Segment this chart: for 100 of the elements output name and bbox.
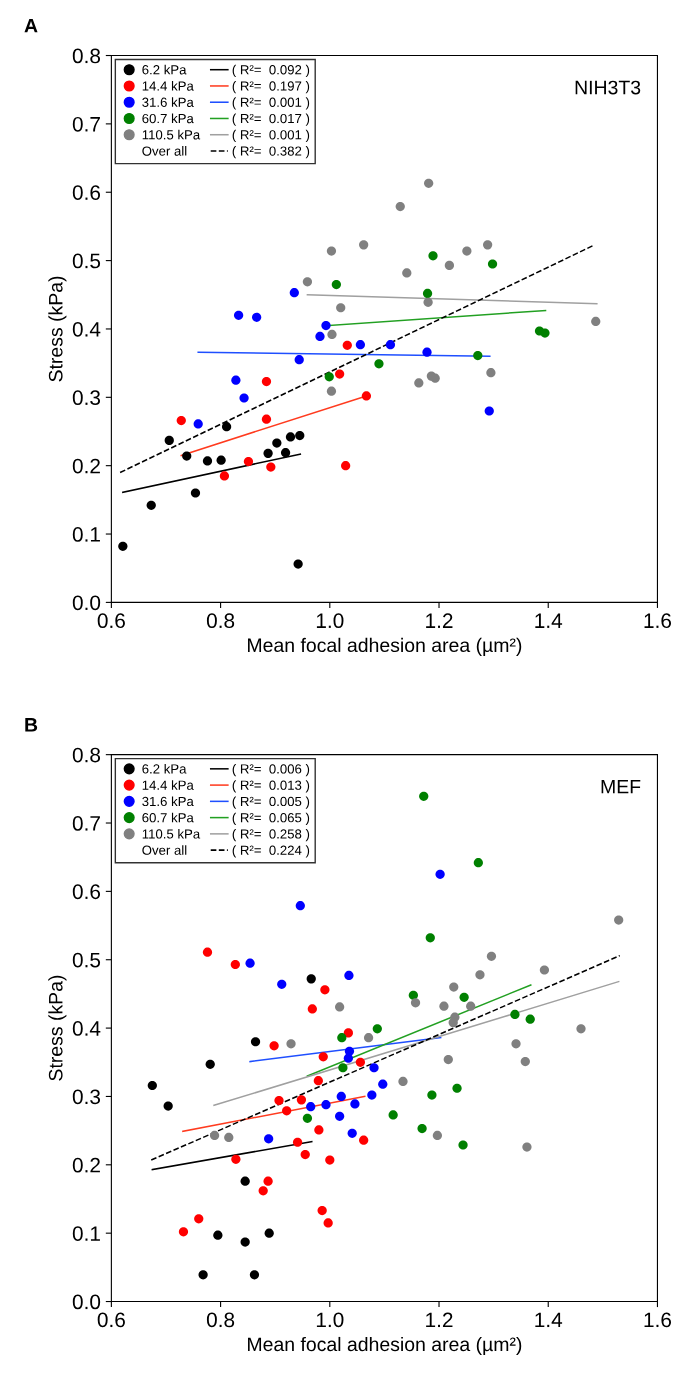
legend-label: ( R²= 0.092 ) <box>232 64 310 78</box>
point <box>486 368 496 378</box>
point <box>146 500 156 510</box>
point <box>323 1218 333 1228</box>
point <box>359 1135 369 1145</box>
point <box>444 260 454 270</box>
point <box>422 347 432 357</box>
point <box>335 369 345 379</box>
legend-label: 31.6 kPa <box>142 796 194 807</box>
point <box>258 1186 268 1196</box>
point <box>277 979 287 989</box>
x-tick-label: 1.4 <box>535 1312 563 1328</box>
point <box>118 541 128 551</box>
point <box>425 933 435 943</box>
point <box>473 351 483 361</box>
annotation: MEF <box>601 779 641 794</box>
legend-label: 60.7 kPa <box>142 113 194 124</box>
point <box>243 456 254 467</box>
point <box>176 415 186 426</box>
y-tick-label: 0.8 <box>72 48 101 64</box>
point <box>261 414 272 424</box>
point <box>240 1176 250 1186</box>
point <box>458 1140 468 1150</box>
point <box>274 1095 284 1106</box>
point <box>324 372 334 382</box>
point <box>350 1099 360 1109</box>
point <box>336 303 346 313</box>
y-tick-label: 0.8 <box>72 747 101 763</box>
point <box>372 1024 382 1034</box>
point <box>252 312 262 322</box>
point <box>250 1037 261 1047</box>
point <box>178 1227 189 1237</box>
point <box>282 1106 292 1116</box>
point <box>395 201 405 212</box>
legend-label: ( R²= 0.224 ) <box>232 845 310 858</box>
point <box>326 246 337 256</box>
point <box>285 432 296 442</box>
point <box>306 1102 316 1112</box>
point <box>213 1230 223 1240</box>
point <box>269 1041 279 1051</box>
point <box>424 178 434 188</box>
point <box>374 359 384 369</box>
point <box>239 393 249 403</box>
point <box>219 471 230 481</box>
point <box>202 456 213 466</box>
point <box>321 1100 331 1110</box>
annotation: Over all <box>142 146 187 156</box>
y-tick-label: 0.2 <box>72 458 100 474</box>
legend-label: 110.5 kPa <box>142 129 201 140</box>
point <box>408 990 418 1000</box>
point <box>341 461 351 471</box>
point <box>263 448 273 458</box>
legend-label: ( R²= 0.382 ) <box>232 146 310 159</box>
point <box>234 310 244 320</box>
point <box>163 1101 173 1111</box>
x-tick-label: 0.8 <box>206 613 235 629</box>
point <box>522 1142 532 1152</box>
point <box>466 1001 476 1011</box>
point <box>224 1132 234 1143</box>
point <box>315 331 325 342</box>
x-tick-label: 1.6 <box>644 613 672 629</box>
point <box>261 376 272 387</box>
point <box>296 1095 307 1105</box>
point <box>245 958 255 968</box>
point <box>336 1091 346 1102</box>
point <box>343 1053 353 1063</box>
x-tick-label: 1.0 <box>316 613 344 629</box>
point <box>369 1063 379 1073</box>
point <box>295 430 305 441</box>
point <box>510 1009 520 1020</box>
legend-label: 6.2 kPa <box>142 64 187 75</box>
point <box>292 1137 303 1147</box>
point <box>576 1024 586 1034</box>
point <box>272 438 282 448</box>
point <box>230 959 240 970</box>
point <box>614 915 624 925</box>
point <box>459 992 469 1002</box>
point <box>335 1111 345 1121</box>
point <box>448 1018 458 1028</box>
point <box>164 435 174 445</box>
y-tick-label: 0.0 <box>72 595 101 611</box>
point <box>240 1237 250 1247</box>
y-tick-label: 0.3 <box>72 1089 101 1105</box>
point <box>520 1056 530 1067</box>
point <box>263 1176 273 1186</box>
point <box>182 451 192 461</box>
point <box>462 246 472 256</box>
x-tick-label: 0.8 <box>206 1312 235 1328</box>
point <box>427 1090 437 1100</box>
point <box>342 340 352 350</box>
point <box>231 1154 241 1164</box>
point <box>361 391 371 401</box>
point <box>398 1076 408 1087</box>
point <box>294 355 304 365</box>
x-tick-label: 1.0 <box>316 1312 344 1328</box>
point <box>266 462 276 472</box>
point <box>321 320 331 331</box>
annotation: NIH3T3 <box>575 80 641 95</box>
x-axis-title: Mean focal adhesion area (µm²) <box>248 637 522 656</box>
point <box>487 259 498 269</box>
